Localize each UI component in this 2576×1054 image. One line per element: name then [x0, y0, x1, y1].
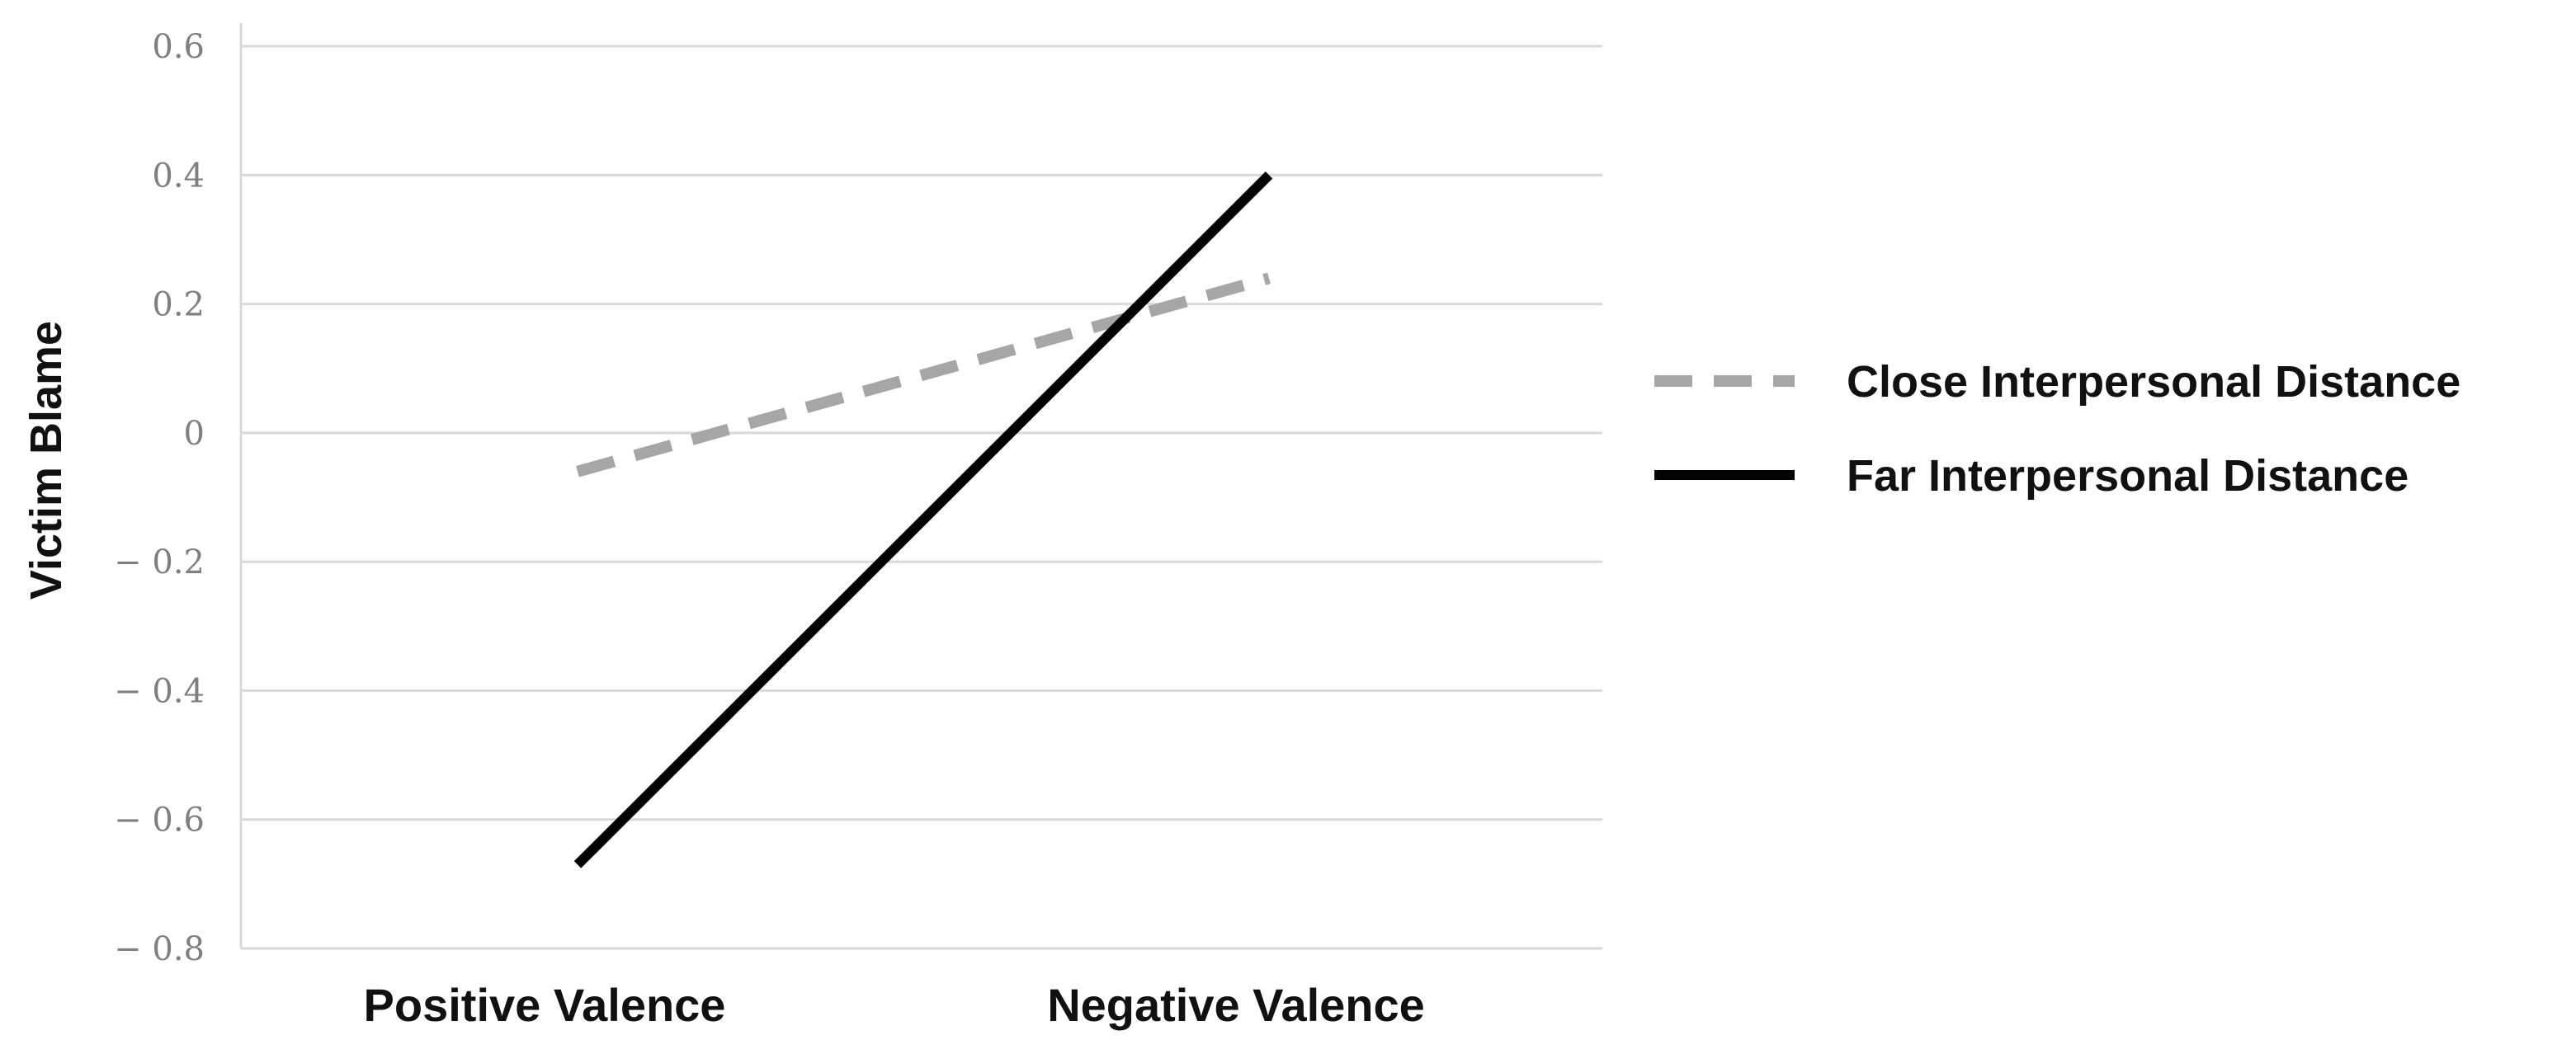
y-tick-label: − 0.6 [114, 802, 205, 840]
y-tick-label: − 0.4 [114, 672, 205, 710]
y-tick-label: − 0.8 [114, 930, 205, 968]
x-category-label: Positive Valence [364, 979, 726, 1031]
series-line-1 [576, 272, 1271, 478]
y-tick-label: − 0.2 [114, 543, 205, 581]
legend: Close Interpersonal Distance Far Interper… [1654, 357, 2460, 501]
y-tick-labels: 0.6 0.4 0.2 0 − 0.2 − 0.4 − 0.6 − 0.8 [114, 28, 205, 968]
series-line-2 [573, 172, 1273, 868]
x-category-labels: Positive Valence Negative Valence [364, 979, 1425, 1031]
y-tick-label: 0.6 [152, 28, 205, 66]
series-lines [573, 172, 1273, 868]
legend-label: Close Interpersonal Distance [1847, 357, 2460, 407]
gridlines [241, 45, 1602, 950]
y-axis-title: Victim Blame [21, 321, 71, 600]
legend-label: Far Interpersonal Distance [1847, 451, 2409, 501]
x-category-label: Negative Valence [1047, 979, 1425, 1031]
y-tick-label: 0.2 [152, 286, 205, 324]
y-tick-label: 0 [184, 415, 205, 453]
y-tick-label: 0.4 [152, 157, 205, 195]
